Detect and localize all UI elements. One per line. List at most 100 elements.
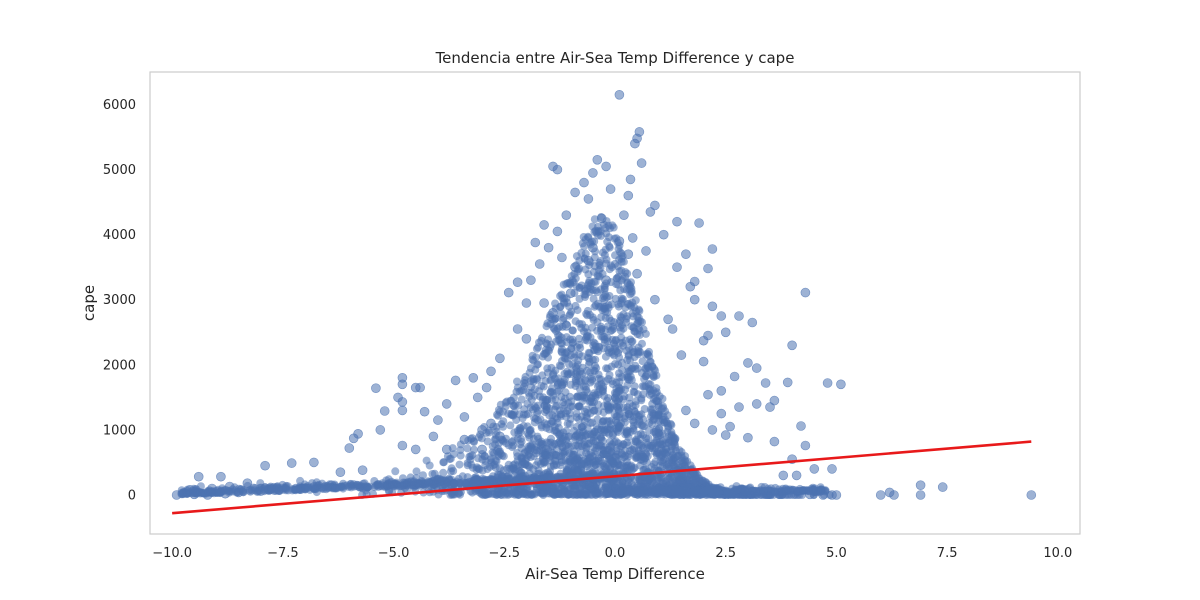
scatter-point [455, 460, 464, 469]
scatter-point [543, 368, 552, 377]
scatter-point [591, 393, 600, 402]
scatter-point [623, 269, 632, 278]
scatter-point [543, 473, 552, 481]
scatter-point [570, 289, 579, 298]
scatter-point [716, 311, 727, 321]
scatter-point [512, 277, 523, 288]
scatter-point [550, 487, 559, 496]
scatter-point [575, 294, 584, 303]
scatter-point [629, 464, 638, 473]
scatter-point [796, 421, 806, 431]
scatter-point [729, 371, 740, 382]
scatter-point [239, 488, 248, 497]
y-tick-label: 3000 [103, 293, 136, 308]
scatter-point [632, 268, 642, 279]
scatter-point [743, 432, 753, 443]
scatter-point [571, 435, 580, 444]
scatter-point [543, 242, 554, 253]
scatter-point [567, 351, 576, 360]
scatter-point [875, 490, 886, 500]
scatter-point [614, 406, 623, 415]
scatter-point [638, 382, 647, 391]
scatter-point [791, 470, 802, 481]
scatter-point [463, 444, 472, 453]
scatter-point [599, 304, 608, 313]
scatter-point [556, 291, 565, 300]
scatter-point [643, 440, 652, 449]
scatter-point [672, 262, 682, 273]
scatter-point [627, 337, 636, 346]
scatter-point [585, 276, 594, 285]
scatter-point [575, 319, 584, 328]
scatter-point [647, 389, 656, 398]
scatter-point [578, 363, 587, 372]
scatter-point [553, 381, 562, 390]
scatter-point [530, 237, 541, 248]
scatter-point [601, 161, 611, 172]
scatter-point [588, 168, 598, 178]
scatter-point [344, 443, 355, 453]
scatter-point [446, 467, 455, 476]
scatter-point [551, 299, 560, 308]
scatter-point [589, 341, 598, 350]
scatter-point [612, 335, 620, 344]
scatter-point [221, 485, 230, 494]
scatter-point [604, 445, 613, 454]
scatter-point [638, 318, 646, 327]
scatter-point [631, 296, 640, 305]
scatter-point [301, 485, 310, 494]
scatter-point [631, 437, 640, 446]
scatter-point [513, 377, 521, 386]
scatter-point [619, 310, 628, 319]
scatter-point [534, 259, 545, 269]
scatter-point [536, 441, 545, 450]
scatter-point [689, 487, 698, 496]
scatter-point [536, 459, 545, 468]
scatter-point [618, 365, 627, 374]
scatter-point [751, 399, 762, 409]
scatter-point [650, 294, 660, 305]
scatter-point [591, 490, 600, 499]
scatter-point [698, 335, 709, 346]
scatter-point [611, 483, 620, 492]
scatter-point [543, 403, 551, 411]
trend-line [172, 440, 1032, 515]
scatter-point [523, 422, 532, 431]
scatter-point [518, 414, 527, 423]
scatter-point [278, 483, 287, 492]
scatter-point [608, 322, 617, 331]
x-axis-ticks: −10.0 −7.5 −5.0 −2.5 0.0 2.5 5.0 7.5 10.0 [152, 546, 1072, 561]
scatter-point [641, 246, 651, 256]
scatter-point [546, 376, 555, 385]
scatter-point [384, 475, 393, 484]
scatter-point [312, 481, 321, 490]
scatter-point [529, 375, 538, 384]
scatter-point [638, 339, 646, 348]
scatter-point [557, 333, 566, 342]
scatter-point [681, 249, 691, 259]
scatter-point [590, 406, 599, 415]
x-tick-label: 2.5 [715, 546, 736, 561]
scatter-point [630, 382, 639, 391]
scatter-point [566, 472, 575, 480]
scatter-point [603, 364, 612, 373]
scatter-point [612, 395, 620, 404]
scatter-point [512, 324, 523, 334]
scatter-point [450, 479, 459, 488]
scatter-point [809, 464, 820, 474]
scatter-point [443, 452, 452, 461]
scatter-point [612, 274, 621, 283]
scatter-point [708, 488, 717, 496]
scatter-point [514, 430, 523, 438]
scatter-point [734, 402, 744, 412]
scatter-point [534, 406, 542, 415]
y-axis-label: cape [80, 285, 98, 321]
scatter-point [492, 446, 501, 455]
scatter-point [557, 458, 566, 466]
scatter-point [579, 327, 588, 336]
scatter-point [482, 428, 491, 437]
y-tick-label: 2000 [103, 358, 136, 373]
scatter-point [630, 388, 639, 397]
scatter-point [649, 460, 658, 469]
scatter-point [504, 409, 513, 418]
